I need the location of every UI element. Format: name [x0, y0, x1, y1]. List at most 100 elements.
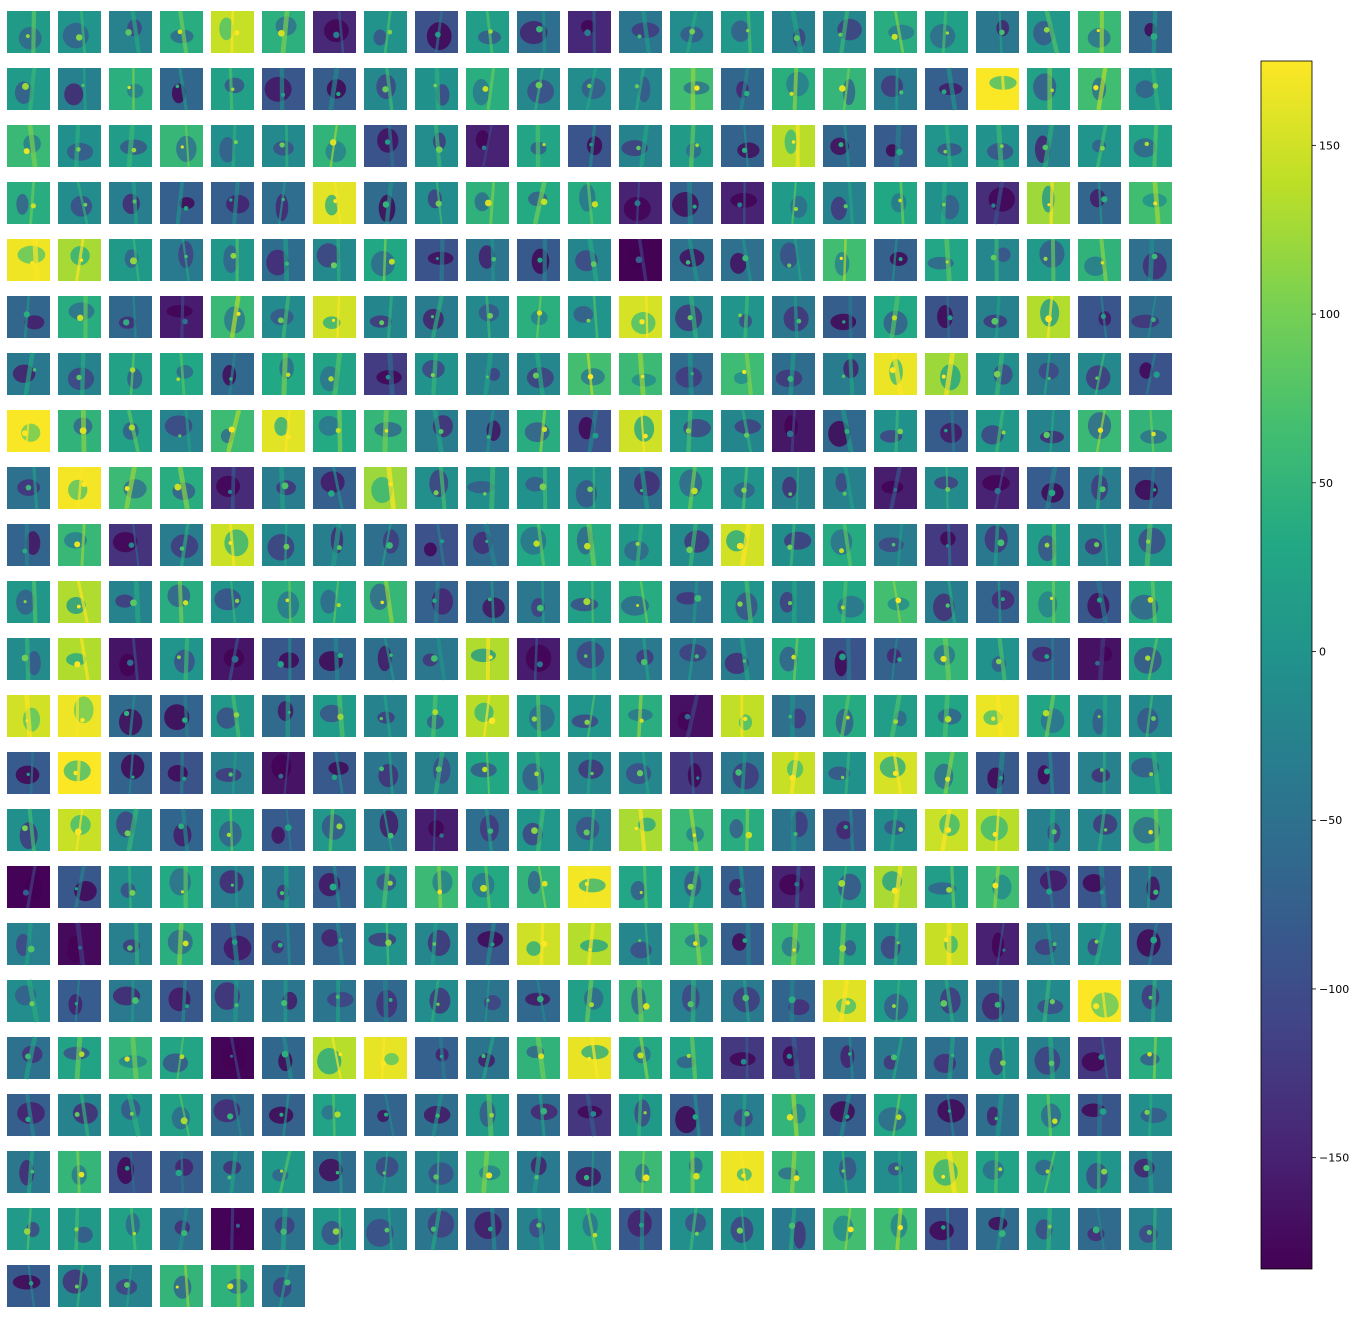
feature-map-texture [231, 88, 234, 91]
feature-map-texture [319, 416, 340, 436]
feature-map-panel [262, 296, 305, 338]
feature-map-texture [436, 257, 439, 260]
feature-map-panel [7, 752, 50, 794]
feature-map-panel [364, 410, 407, 452]
feature-map-texture [639, 1223, 644, 1228]
feature-map-texture [167, 305, 193, 317]
feature-map-panel [415, 695, 458, 737]
feature-map-texture [695, 1232, 699, 1236]
feature-map-texture [278, 774, 283, 779]
feature-map-panel [568, 581, 611, 623]
feature-map-texture [176, 365, 193, 378]
feature-map-texture [428, 1211, 454, 1238]
feature-map-texture [182, 319, 188, 325]
feature-map-texture [389, 998, 393, 1002]
feature-map-texture [538, 695, 539, 737]
feature-map-panel [364, 752, 407, 794]
feature-map-texture [181, 1230, 187, 1236]
feature-map-texture [999, 1230, 1006, 1237]
feature-map-texture [431, 315, 434, 318]
feature-map-texture [488, 598, 492, 602]
feature-map-panel [925, 752, 968, 794]
feature-map-texture [746, 29, 749, 32]
feature-map-panel [160, 11, 203, 53]
feature-map-texture [473, 79, 490, 105]
feature-map-texture [388, 881, 393, 886]
feature-map-texture [78, 1151, 80, 1193]
feature-map-panel [262, 467, 305, 509]
feature-map-panel [721, 1151, 764, 1193]
feature-map-panel [772, 410, 815, 452]
feature-map-texture [384, 239, 385, 281]
feature-map-panel [58, 467, 101, 509]
feature-map-panel [517, 125, 560, 167]
feature-map-panel [415, 638, 458, 680]
feature-map-texture [946, 31, 949, 34]
feature-map-texture [1094, 542, 1099, 547]
feature-map-panel [466, 524, 509, 566]
feature-map-panel [160, 638, 203, 680]
feature-map-panel [262, 1208, 305, 1250]
feature-map-panel [313, 581, 356, 623]
feature-map-panel [517, 353, 560, 395]
feature-map-panel [364, 866, 407, 908]
feature-map-panel [7, 1265, 50, 1307]
feature-map-texture [584, 543, 591, 550]
feature-map-panel [160, 239, 203, 281]
feature-map-panel [109, 68, 152, 110]
feature-map-texture [136, 923, 137, 965]
feature-map-panel [211, 182, 254, 224]
feature-map-panel [211, 695, 254, 737]
feature-map-panel [1027, 1151, 1070, 1193]
feature-map-texture [1098, 1054, 1104, 1060]
feature-map-texture [643, 434, 648, 439]
feature-map-texture [789, 996, 796, 1003]
feature-map-texture [584, 29, 591, 36]
feature-map-texture [74, 541, 80, 547]
feature-map-texture [232, 1208, 233, 1250]
feature-map-texture [129, 125, 132, 167]
feature-map-texture [637, 1052, 643, 1058]
feature-map-texture [436, 146, 443, 153]
feature-map-panel [772, 866, 815, 908]
feature-map-texture [1100, 890, 1104, 894]
feature-map-panel [313, 1151, 356, 1193]
feature-map-panel [670, 410, 713, 452]
feature-map-panel [772, 296, 815, 338]
feature-map-panel [109, 125, 152, 167]
feature-map-panel [1078, 353, 1121, 395]
feature-map-panel [211, 11, 254, 53]
feature-map-texture [385, 139, 390, 144]
feature-map-panel [976, 581, 1019, 623]
feature-map-texture [587, 84, 591, 88]
feature-map-panel [772, 1151, 815, 1193]
feature-map-texture [541, 198, 548, 205]
feature-map-panel [211, 866, 254, 908]
feature-map-texture [1148, 830, 1153, 835]
feature-map-texture [592, 1151, 593, 1193]
feature-map-texture [440, 539, 444, 543]
feature-map-texture [279, 1113, 283, 1117]
feature-map-texture [216, 768, 242, 782]
feature-map-texture [229, 772, 233, 776]
feature-map-texture [333, 1228, 340, 1235]
feature-map-texture [896, 1114, 902, 1120]
feature-map-panel [109, 239, 152, 281]
feature-map-panel [517, 809, 560, 851]
feature-map-texture [948, 1109, 951, 1112]
feature-map-panel [1078, 638, 1121, 680]
feature-map-panel [823, 866, 866, 908]
feature-map-panel [1129, 524, 1172, 566]
feature-map-texture [748, 11, 750, 53]
feature-map-panel [823, 524, 866, 566]
feature-map-panel [976, 638, 1019, 680]
feature-map-texture [948, 315, 953, 320]
feature-map-panel [670, 353, 713, 395]
feature-map-texture [24, 1228, 30, 1234]
feature-map-panel [1129, 695, 1172, 737]
feature-map-panel [976, 695, 1019, 737]
feature-map-texture [227, 1283, 233, 1289]
feature-map-texture [693, 941, 698, 946]
feature-map-texture [80, 258, 83, 261]
feature-map-texture [431, 655, 438, 662]
